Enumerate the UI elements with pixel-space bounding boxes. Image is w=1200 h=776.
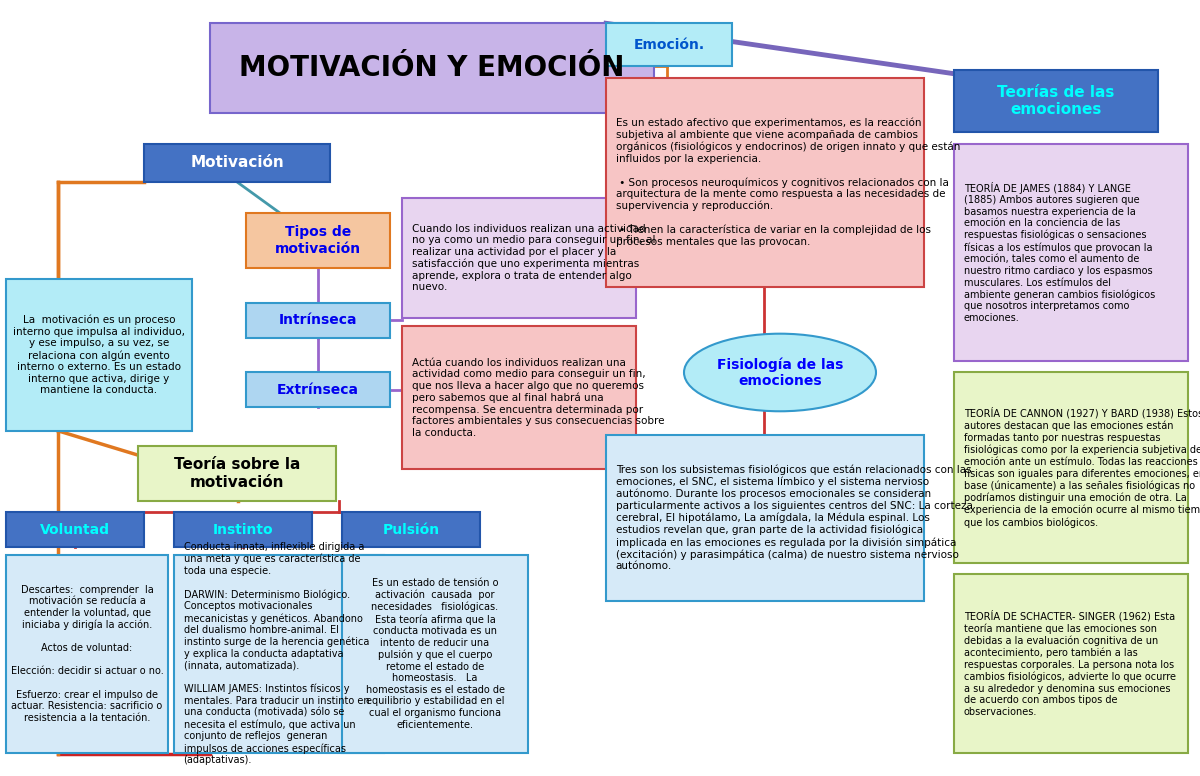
FancyBboxPatch shape (342, 555, 528, 753)
Text: MOTIVACIÓN Y EMOCIÓN: MOTIVACIÓN Y EMOCIÓN (239, 54, 625, 82)
Text: Voluntad: Voluntad (40, 522, 110, 537)
FancyBboxPatch shape (954, 372, 1188, 563)
FancyBboxPatch shape (246, 303, 390, 338)
Text: Instinto: Instinto (212, 522, 274, 537)
Text: Teoría sobre la
motivación: Teoría sobre la motivación (174, 457, 300, 490)
Text: TEORÍA DE JAMES (1884) Y LANGE
(1885) Ambos autores sugieren que
basamos nuestra: TEORÍA DE JAMES (1884) Y LANGE (1885) Am… (964, 182, 1154, 323)
FancyBboxPatch shape (144, 144, 330, 182)
FancyBboxPatch shape (6, 279, 192, 431)
FancyBboxPatch shape (606, 23, 732, 66)
FancyBboxPatch shape (210, 23, 654, 113)
FancyBboxPatch shape (606, 78, 924, 287)
Text: Motivación: Motivación (190, 155, 284, 171)
FancyBboxPatch shape (606, 435, 924, 601)
FancyBboxPatch shape (954, 144, 1188, 361)
Text: Extrínseca: Extrínseca (277, 383, 359, 397)
FancyBboxPatch shape (342, 512, 480, 547)
FancyBboxPatch shape (402, 198, 636, 318)
FancyBboxPatch shape (6, 555, 168, 753)
Text: Tipos de
motivación: Tipos de motivación (275, 226, 361, 255)
Text: Cuando los individuos realizan una actividad
no ya como un medio para conseguir : Cuando los individuos realizan una activ… (412, 223, 655, 293)
Text: Emoción.: Emoción. (634, 37, 704, 52)
FancyBboxPatch shape (6, 512, 144, 547)
Text: Pulsión: Pulsión (383, 522, 439, 537)
FancyBboxPatch shape (138, 446, 336, 501)
Text: Es un estado afectivo que experimentamos, es la reacción
subjetiva al ambiente q: Es un estado afectivo que experimentamos… (616, 118, 960, 247)
Text: Conducta innata, inflexible dirigida a
una meta y que es característica de
toda : Conducta innata, inflexible dirigida a u… (184, 542, 370, 765)
Text: TEORÍA DE SCHACTER- SINGER (1962) Esta
teoría mantiene que las emociones son
deb: TEORÍA DE SCHACTER- SINGER (1962) Esta t… (964, 610, 1176, 717)
Text: Es un estado de tensión o
activación  causada  por
necesidades   fisiológicas.
E: Es un estado de tensión o activación cau… (366, 578, 504, 729)
Text: Descartes:  comprender  la
motivación se reducía a
entender la voluntad, que
ini: Descartes: comprender la motivación se r… (11, 584, 163, 723)
Text: Tres son los subsistemas fisiológicos que están relacionados con las
emociones, : Tres son los subsistemas fisiológicos qu… (616, 465, 972, 571)
FancyBboxPatch shape (954, 70, 1158, 132)
FancyBboxPatch shape (954, 574, 1188, 753)
FancyBboxPatch shape (246, 213, 390, 268)
Ellipse shape (684, 334, 876, 411)
FancyBboxPatch shape (402, 326, 636, 469)
Text: Intrínseca: Intrínseca (278, 313, 358, 327)
FancyBboxPatch shape (174, 555, 384, 753)
Text: Actúa cuando los individuos realizan una
actividad como medio para conseguir un : Actúa cuando los individuos realizan una… (412, 358, 664, 438)
FancyBboxPatch shape (246, 372, 390, 407)
Text: Fisiología de las
emociones: Fisiología de las emociones (716, 357, 844, 388)
Text: TEORÍA DE CANNON (1927) Y BARD (1938) Estos
autores destacan que las emociones e: TEORÍA DE CANNON (1927) Y BARD (1938) Es… (964, 407, 1200, 528)
FancyBboxPatch shape (174, 512, 312, 547)
Text: La  motivación es un proceso
interno que impulsa al individuo,
y ese impulso, a : La motivación es un proceso interno que … (13, 315, 185, 395)
Text: Teorías de las
emociones: Teorías de las emociones (997, 85, 1115, 117)
